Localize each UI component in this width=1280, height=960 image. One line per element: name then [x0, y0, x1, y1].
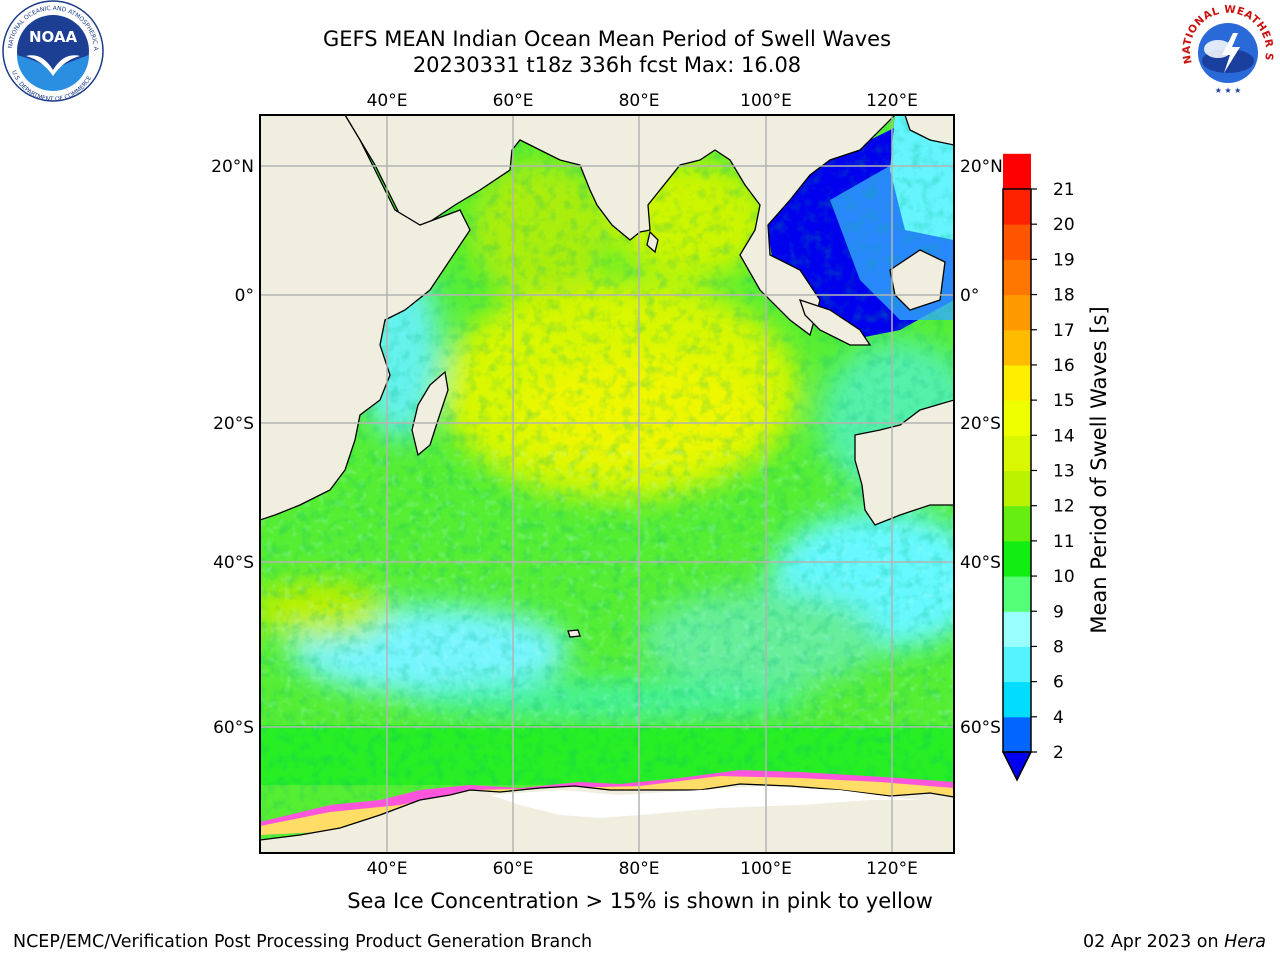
colorbar-segment [1003, 400, 1031, 436]
lon-labels-bottom: 40°E 60°E 80°E 100°E 120°E [367, 859, 918, 879]
colorbar-tick-label: 20 [1053, 215, 1075, 235]
colorbar-tick-label: 17 [1053, 321, 1075, 341]
lon-label: 60°E [493, 859, 534, 879]
lat-labels-right: 20°N 0° 20°S 40°S 60°S [960, 157, 1003, 738]
colorbar-segment [1003, 540, 1031, 577]
colorbar-segment [1003, 646, 1031, 683]
colorbar-tick-label: 13 [1053, 462, 1075, 482]
colorbar-tick-label: 15 [1053, 391, 1075, 411]
map-field [260, 115, 954, 853]
lon-label: 100°E [740, 859, 792, 879]
lon-label: 120°E [866, 91, 918, 111]
noaa-logo: NATIONAL OCEANIC AND ATMOSPHERIC ADMINIS… [2, 0, 104, 102]
colorbar-tick-label: 11 [1053, 532, 1075, 552]
footer-branch: NCEP/EMC/Verification Post Processing Pr… [13, 932, 593, 952]
lon-label: 80°E [619, 91, 660, 111]
colorbar-segment [1003, 716, 1031, 753]
lat-label: 60°S [213, 718, 254, 738]
colorbar-tick-label: 18 [1053, 286, 1075, 306]
chart-subtitle: 20230331 t18z 336h fcst Max: 16.08 [412, 53, 802, 77]
lon-label: 60°E [493, 91, 534, 111]
colorbar-tick-label: 6 [1053, 673, 1064, 693]
colorbar: 2 4 6 8 9 10 11 12 13 14 15 16 17 18 19 20 21 Mean Perio… [1001, 153, 1111, 782]
colorbar-segment [1003, 364, 1031, 401]
lat-label: 20°S [960, 414, 1001, 434]
footer-date-text: 02 Apr 2023 on [1083, 932, 1225, 952]
lat-labels-left: 20°N 0° 20°S 40°S 60°S [211, 157, 254, 738]
lon-label: 40°E [367, 859, 408, 879]
colorbar-tick-label: 2 [1053, 743, 1064, 763]
colorbar-segment [1003, 435, 1031, 471]
colorbar-segment [1003, 611, 1031, 647]
chart-title: GEFS MEAN Indian Ocean Mean Period of Sw… [322, 27, 892, 51]
colorbar-segment [1003, 681, 1031, 718]
footer-host: Hera [1224, 932, 1266, 952]
colorbar-segment [1003, 189, 1031, 225]
colorbar-tick-label: 9 [1053, 602, 1064, 622]
colorbar-tick-label: 10 [1053, 567, 1075, 587]
colorbar-segment [1003, 329, 1031, 366]
sea-ice-note: Sea Ice Concentration > 15% is shown in … [347, 889, 933, 913]
colorbar-tick-label: 19 [1053, 250, 1075, 270]
colorbar-tick-label: 8 [1053, 637, 1064, 657]
lon-label: 40°E [367, 91, 408, 111]
colorbar-segment [1003, 294, 1031, 331]
colorbar-tick-label: 14 [1053, 426, 1075, 446]
colorbar-segment [1003, 470, 1031, 507]
colorbar-segment [1003, 224, 1031, 260]
colorbar-segment [1003, 259, 1031, 296]
lat-label: 60°S [960, 718, 1001, 738]
svg-text:★ ★ ★: ★ ★ ★ [1215, 86, 1242, 95]
colorbar-tick-label: 16 [1053, 356, 1075, 376]
colorbar-segment [1003, 576, 1031, 612]
lat-label: 20°N [960, 157, 1003, 177]
lon-label: 100°E [740, 91, 792, 111]
lat-label: 20°N [211, 157, 254, 177]
lat-label: 40°S [213, 553, 254, 573]
lat-label: 0° [235, 286, 254, 306]
lon-label: 120°E [866, 859, 918, 879]
colorbar-tick-label: 21 [1053, 180, 1075, 200]
colorbar-under-triangle [1001, 751, 1033, 782]
colorbar-tick-label: 12 [1053, 497, 1075, 517]
lat-label: 40°S [960, 553, 1001, 573]
colorbar-label: Mean Period of Swell Waves [s] [1087, 306, 1111, 633]
lat-label: 20°S [213, 414, 254, 434]
lon-label: 80°E [619, 859, 660, 879]
lon-labels-top: 40°E 60°E 80°E 100°E 120°E [367, 91, 918, 111]
lat-label: 0° [960, 286, 979, 306]
map-frame [259, 114, 955, 854]
colorbar-segment [1003, 153, 1031, 190]
colorbar-segment [1003, 505, 1031, 542]
nws-logo: NATIONAL WEATHER SERVICE ★ ★ ★ [1178, 1, 1276, 99]
graticule [260, 115, 954, 853]
colorbar-tick-label: 4 [1053, 708, 1064, 728]
noaa-logo-text: NOAA [29, 28, 78, 46]
footer-date: 02 Apr 2023 on Hera [1083, 932, 1266, 952]
